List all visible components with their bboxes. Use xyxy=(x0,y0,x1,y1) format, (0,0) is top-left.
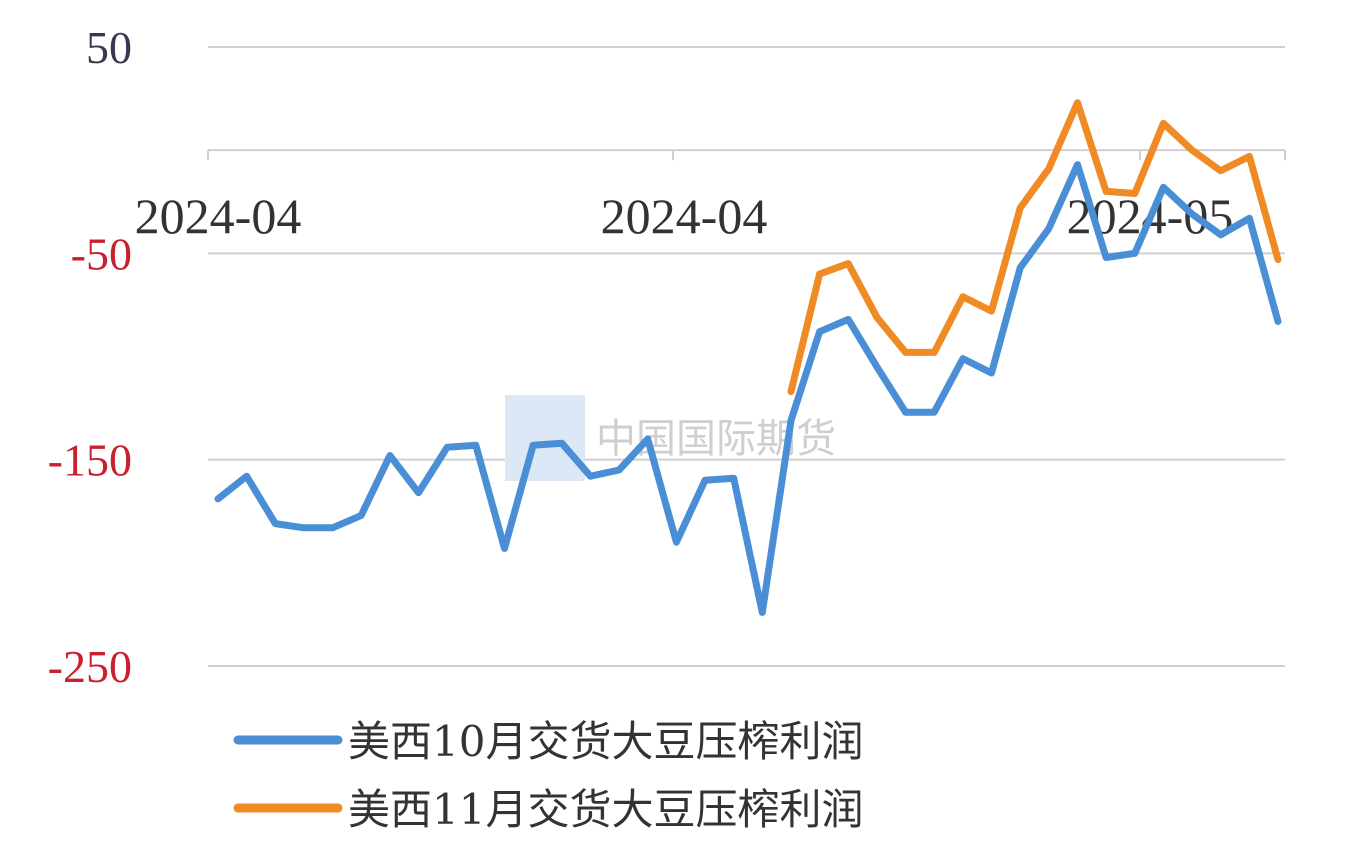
legend-label-nov: 美西11月交货大豆压榨利润 xyxy=(348,785,863,834)
y-tick-label: -150 xyxy=(48,435,132,486)
legend: 美西10月交货大豆压榨利润 美西11月交货大豆压榨利润 xyxy=(233,717,863,834)
y-tick-label: -250 xyxy=(48,641,132,692)
y-tick-label: -50 xyxy=(71,228,132,279)
y-tick-label: 50 xyxy=(86,22,132,73)
x-tick-label: 2024-04 xyxy=(601,188,768,244)
legend-label-oct: 美西10月交货大豆压榨利润 xyxy=(348,717,863,766)
x-tick-label: 2024-04 xyxy=(135,188,302,244)
watermark-logo xyxy=(505,395,585,481)
series-line-0 xyxy=(214,161,1282,616)
series-line-1 xyxy=(787,99,1282,396)
